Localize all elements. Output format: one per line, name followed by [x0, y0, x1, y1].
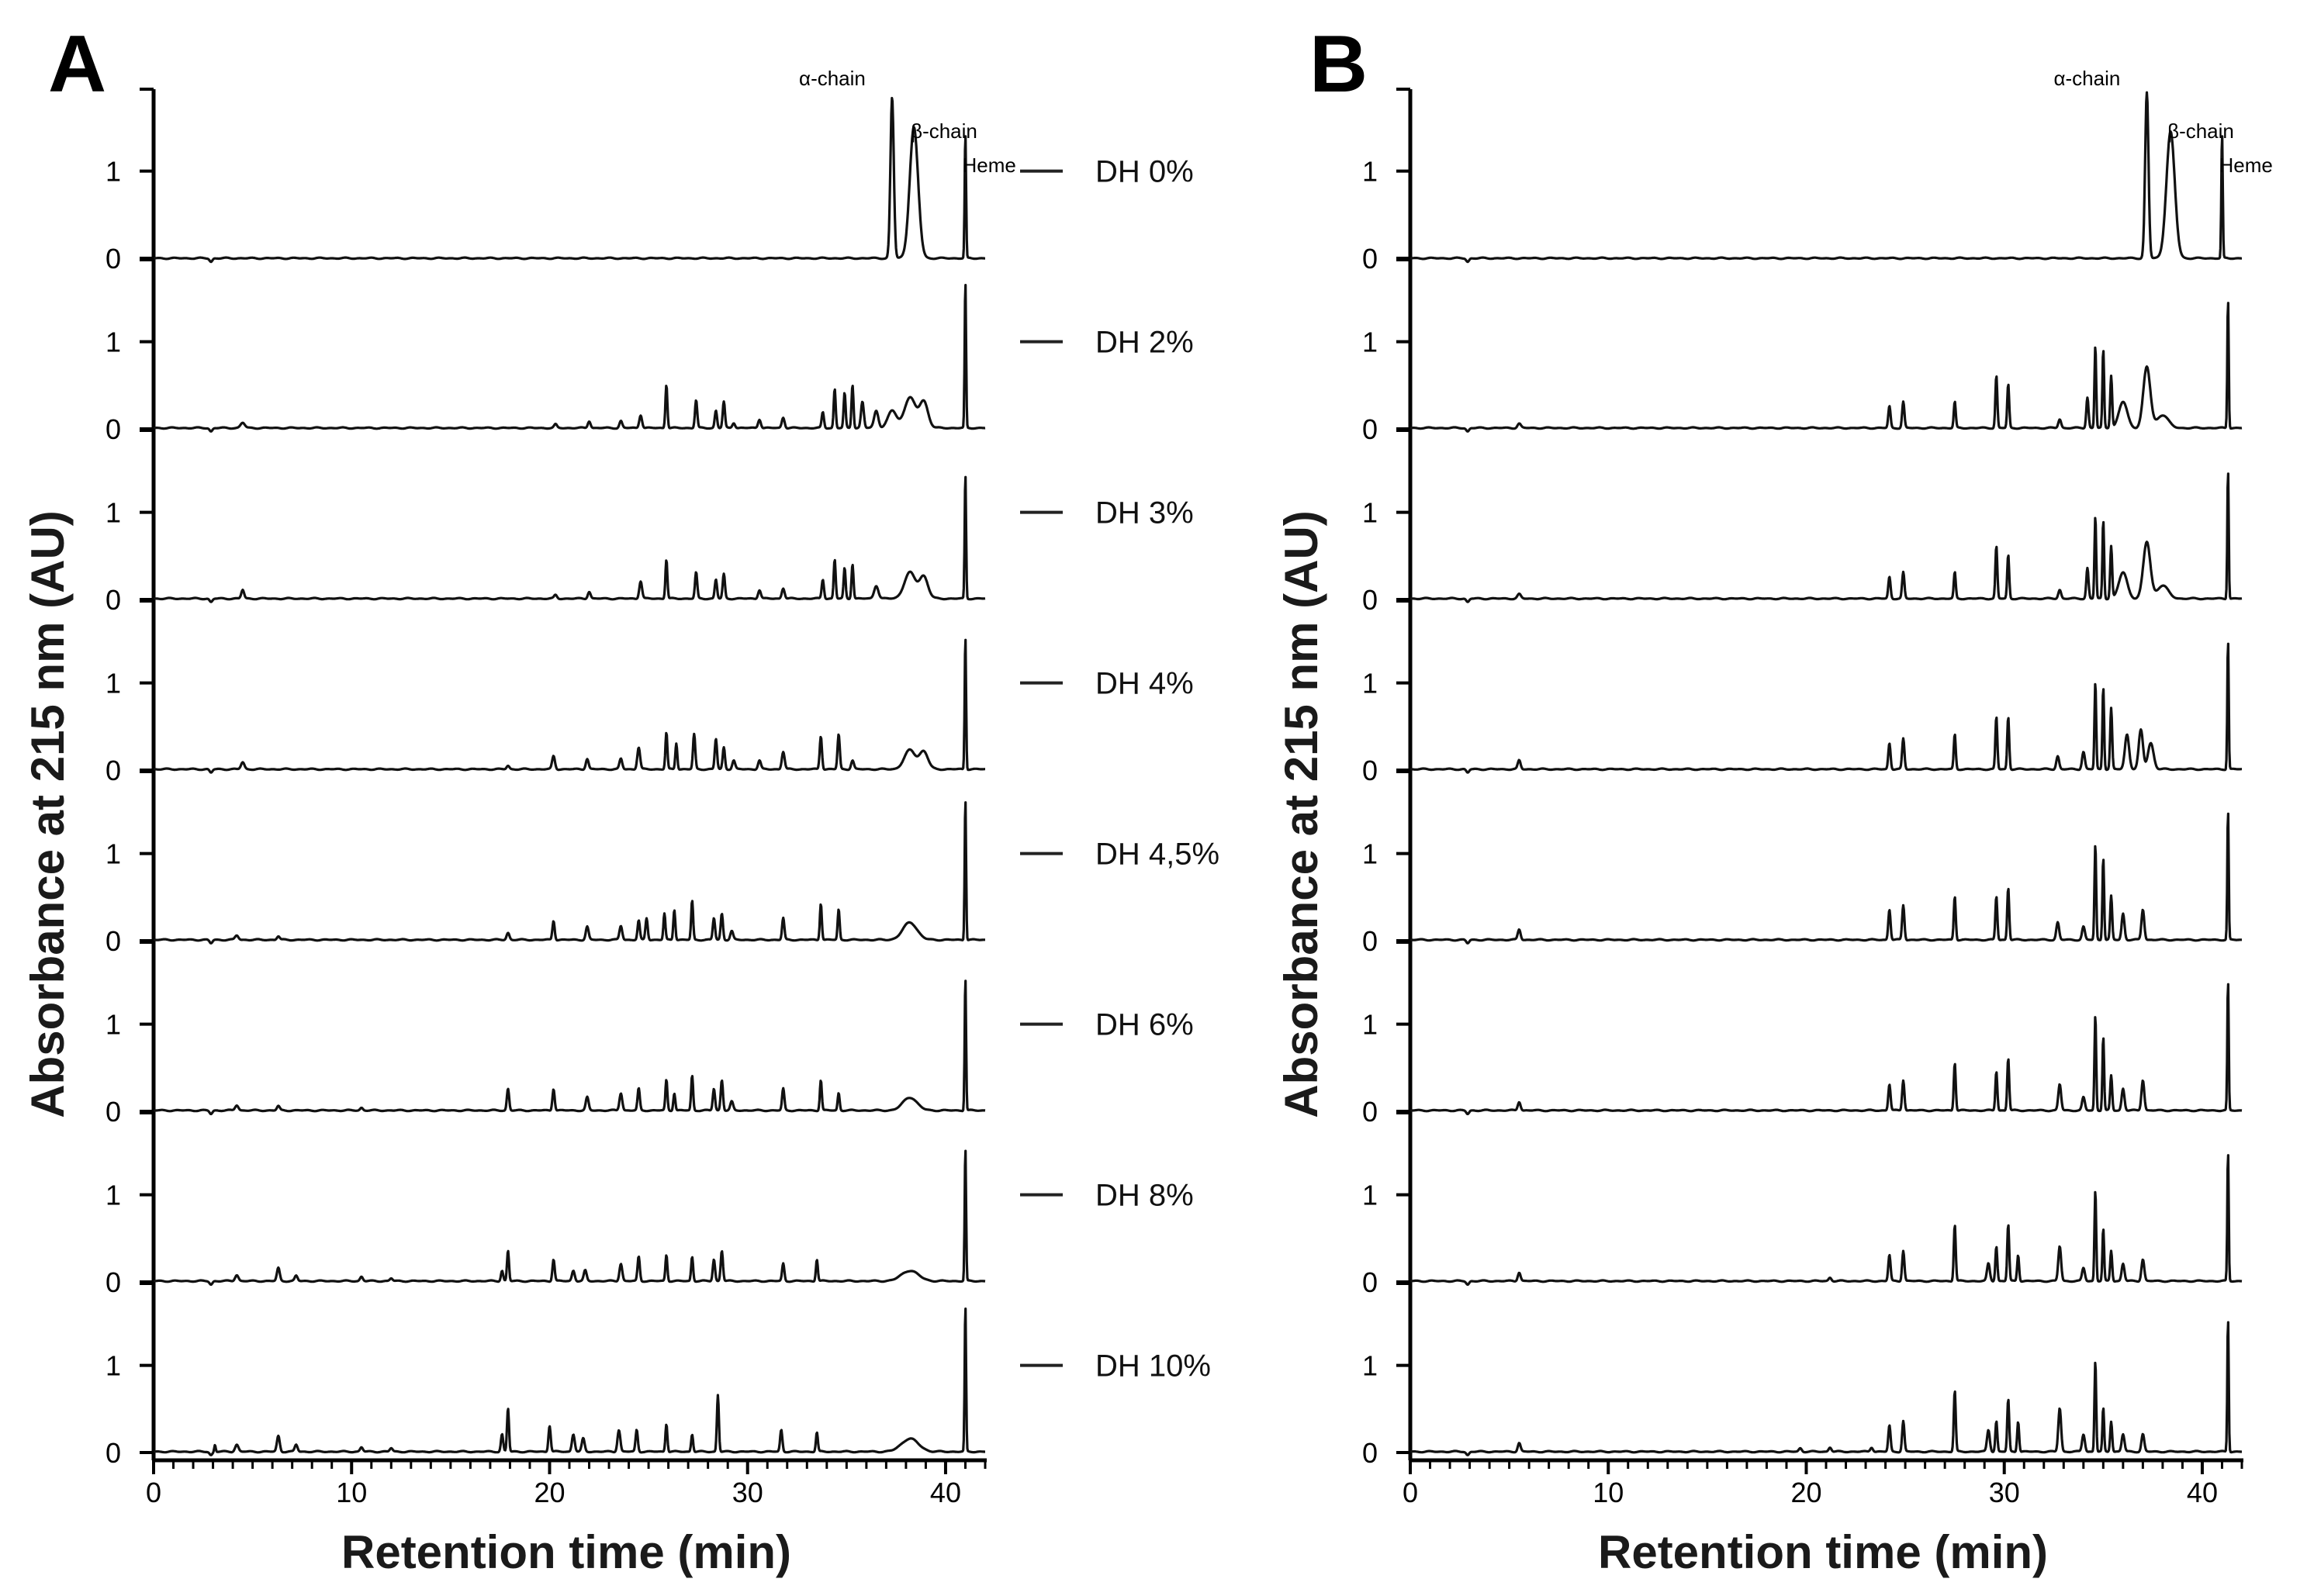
y-tick-label: 1 — [1362, 326, 1378, 358]
y-tick-label: 1 — [1362, 497, 1378, 529]
panel-a-legend: DH 0% DH 2% DH 3% DH 4% DH 4,5% DH 6% DH 8% DH … — [1020, 155, 1219, 1384]
peak-label: β-chain — [2167, 119, 2234, 143]
panel-b-peak-labels: α-chain β-chain Heme — [2053, 67, 2272, 177]
trace-line — [153, 284, 986, 433]
y-tick-label: 0 — [105, 1266, 121, 1298]
y-tick-label: 0 — [1362, 1437, 1378, 1469]
y-tick-label: 0 — [105, 1437, 121, 1469]
y-tick-label: 0 — [105, 243, 121, 275]
panel-b-traces — [1409, 91, 2243, 1456]
trace-line — [1409, 91, 2243, 264]
y-tick-label: 1 — [1362, 156, 1378, 188]
trace-line — [1409, 1154, 2243, 1287]
panel-b: B Absorbance at 215 nm (AU) Retention ti… — [1275, 19, 2273, 1578]
panel-b-y-axis-title: Absorbance at 215 nm (AU) — [1275, 510, 1327, 1118]
y-tick-label: 0 — [1362, 584, 1378, 616]
legend-label: DH 0% — [1095, 155, 1194, 189]
legend-label: DH 2% — [1095, 326, 1194, 360]
panel-a-letter: A — [48, 19, 106, 109]
y-tick-label: 1 — [1362, 1180, 1378, 1211]
peak-label: α-chain — [2053, 67, 2120, 90]
y-tick-label: 1 — [105, 1180, 121, 1211]
y-tick-label: 0 — [1362, 413, 1378, 445]
y-tick-label: 1 — [105, 668, 121, 700]
trace-line — [153, 801, 986, 945]
x-tick-label: 40 — [930, 1477, 961, 1508]
legend-label: DH 10% — [1095, 1349, 1211, 1384]
trace-line — [153, 475, 986, 603]
y-tick-label: 1 — [1362, 1009, 1378, 1041]
y-tick-label: 0 — [105, 1096, 121, 1128]
trace-line — [153, 96, 986, 264]
x-tick-label: 10 — [336, 1477, 367, 1508]
peak-label: Heme — [2219, 154, 2272, 177]
y-tick-label: 1 — [105, 838, 121, 870]
panel-a-traces — [153, 96, 986, 1456]
y-tick-label: 0 — [1362, 1266, 1378, 1298]
trace-line — [153, 1308, 986, 1456]
trace-line — [1409, 302, 2243, 433]
y-tick-label: 1 — [105, 497, 121, 529]
y-tick-label: 1 — [1362, 668, 1378, 700]
panel-a-x-axis-title: Retention time (min) — [341, 1526, 791, 1578]
trace-line — [153, 638, 986, 774]
panel-b-letter: B — [1309, 19, 1368, 109]
peak-label: β-chain — [911, 119, 977, 143]
x-tick-label: 30 — [732, 1477, 763, 1508]
peak-label: α-chain — [799, 67, 866, 90]
y-tick-label: 0 — [105, 755, 121, 786]
y-tick-label: 0 — [1362, 925, 1378, 957]
y-tick-label: 1 — [105, 1350, 121, 1382]
peak-label: Heme — [962, 154, 1015, 177]
trace-line — [153, 979, 986, 1116]
legend-label: DH 3% — [1095, 496, 1194, 530]
y-tick-label: 0 — [1362, 755, 1378, 786]
legend-label: DH 6% — [1095, 1008, 1194, 1042]
y-tick-label: 1 — [105, 1009, 121, 1041]
panel-b-x-axis-title: Retention time (min) — [1598, 1526, 2048, 1578]
legend-label: DH 8% — [1095, 1179, 1194, 1213]
y-tick-label: 0 — [105, 584, 121, 616]
y-tick-label: 0 — [1362, 1096, 1378, 1128]
x-tick-label: 20 — [534, 1477, 565, 1508]
x-tick-label: 10 — [1593, 1477, 1624, 1508]
trace-line — [153, 1149, 986, 1287]
trace-line — [1409, 1321, 2243, 1456]
legend-label: DH 4,5% — [1095, 838, 1219, 872]
trace-line — [1409, 472, 2243, 603]
y-tick-label: 1 — [105, 156, 121, 188]
trace-line — [1409, 642, 2243, 774]
y-tick-label: 0 — [105, 925, 121, 957]
y-tick-label: 1 — [1362, 1350, 1378, 1382]
x-tick-label: 30 — [1989, 1477, 2020, 1508]
y-tick-label: 1 — [1362, 838, 1378, 870]
x-tick-label: 0 — [1403, 1477, 1418, 1508]
panel-a-peak-labels: α-chain β-chain Heme — [799, 67, 1016, 177]
legend-label: DH 4% — [1095, 667, 1194, 701]
y-tick-label: 0 — [1362, 243, 1378, 275]
panel-a: A Absorbance at 215 nm (AU) Retention ti… — [22, 19, 1219, 1578]
y-tick-label: 1 — [105, 326, 121, 358]
panel-a-y-axis-title: Absorbance at 215 nm (AU) — [22, 510, 74, 1118]
x-tick-label: 20 — [1790, 1477, 1821, 1508]
trace-line — [1409, 812, 2243, 945]
x-tick-label: 40 — [2187, 1477, 2218, 1508]
y-tick-label: 0 — [105, 413, 121, 445]
x-tick-label: 0 — [146, 1477, 161, 1508]
trace-line — [1409, 983, 2243, 1116]
